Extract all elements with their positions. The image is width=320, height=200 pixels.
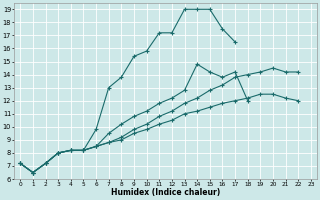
X-axis label: Humidex (Indice chaleur): Humidex (Indice chaleur) [111, 188, 220, 197]
